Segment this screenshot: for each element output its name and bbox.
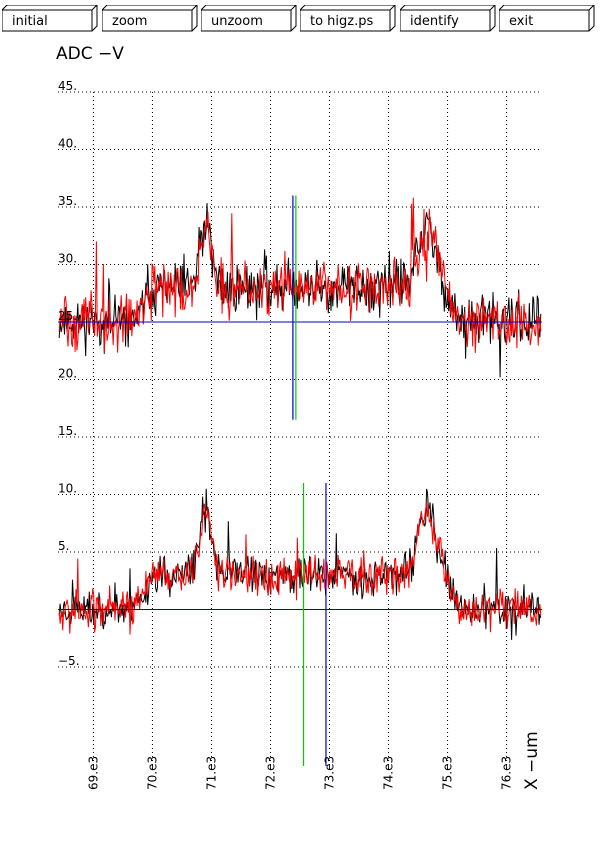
x-tick-label: 75.e3 bbox=[441, 756, 455, 790]
x-tick-label: 74.e3 bbox=[382, 756, 396, 790]
x-tick-labels: 69.e3 70.e3 71.e3 72.e3 73.e3 74.e3 75.e3 76.e3 bbox=[86, 756, 513, 790]
zoom-label: zoom bbox=[112, 14, 148, 29]
y-tick-label: −5. bbox=[58, 654, 80, 668]
x-tick-label: 69.e3 bbox=[86, 756, 100, 790]
x-tick-label: 71.e3 bbox=[204, 756, 218, 790]
initial-button[interactable]: initial bbox=[2, 5, 98, 33]
x-tick-label: 76.e3 bbox=[500, 756, 514, 790]
y-tick-label: 35. bbox=[58, 194, 77, 208]
y-tick-label: 25. bbox=[58, 309, 77, 323]
exit-label: exit bbox=[509, 14, 534, 29]
y-axis-label: ADC −V bbox=[56, 44, 124, 64]
button-bevel bbox=[499, 5, 595, 32]
unzoom-label: unzoom bbox=[211, 14, 263, 29]
y-tick-label: 20. bbox=[58, 367, 77, 381]
y-tick-label: 30. bbox=[58, 252, 77, 266]
button-bevel bbox=[201, 5, 297, 32]
traces bbox=[58, 197, 542, 640]
button-bevel bbox=[300, 5, 396, 32]
to-higz-button[interactable]: to higz.ps bbox=[300, 5, 396, 33]
zoom-button[interactable]: zoom bbox=[102, 5, 198, 33]
exit-button[interactable]: exit bbox=[499, 5, 595, 33]
toolbar: initial zoom unzoom to higz.ps identify … bbox=[0, 0, 600, 36]
y-tick-labels: −5. 5. 10. 15. 20. 25. 30. 35. 40. 45. bbox=[58, 79, 80, 668]
y-tick-label: 45. bbox=[58, 79, 77, 93]
grid bbox=[58, 91, 542, 770]
button-bevel bbox=[2, 5, 98, 32]
x-axis-label: X −um bbox=[522, 731, 542, 790]
x-tick-label: 73.e3 bbox=[323, 756, 337, 790]
series-red-line bbox=[58, 502, 542, 635]
series-red-line bbox=[58, 197, 542, 354]
y-tick-label: 5. bbox=[58, 539, 69, 553]
x-tick-label: 70.e3 bbox=[145, 756, 159, 790]
identify-label: identify bbox=[410, 14, 459, 29]
to-higz-label: to higz.ps bbox=[310, 14, 374, 29]
button-bevel bbox=[102, 5, 198, 32]
unzoom-button[interactable]: unzoom bbox=[201, 5, 297, 33]
initial-label: initial bbox=[12, 14, 48, 29]
identify-button[interactable]: identify bbox=[400, 5, 496, 33]
button-bevel bbox=[400, 5, 496, 32]
y-tick-label: 15. bbox=[58, 424, 77, 438]
overlays bbox=[58, 195, 542, 766]
y-tick-label: 10. bbox=[58, 482, 77, 496]
x-tick-label: 72.e3 bbox=[263, 756, 277, 790]
y-tick-label: 40. bbox=[58, 137, 77, 151]
